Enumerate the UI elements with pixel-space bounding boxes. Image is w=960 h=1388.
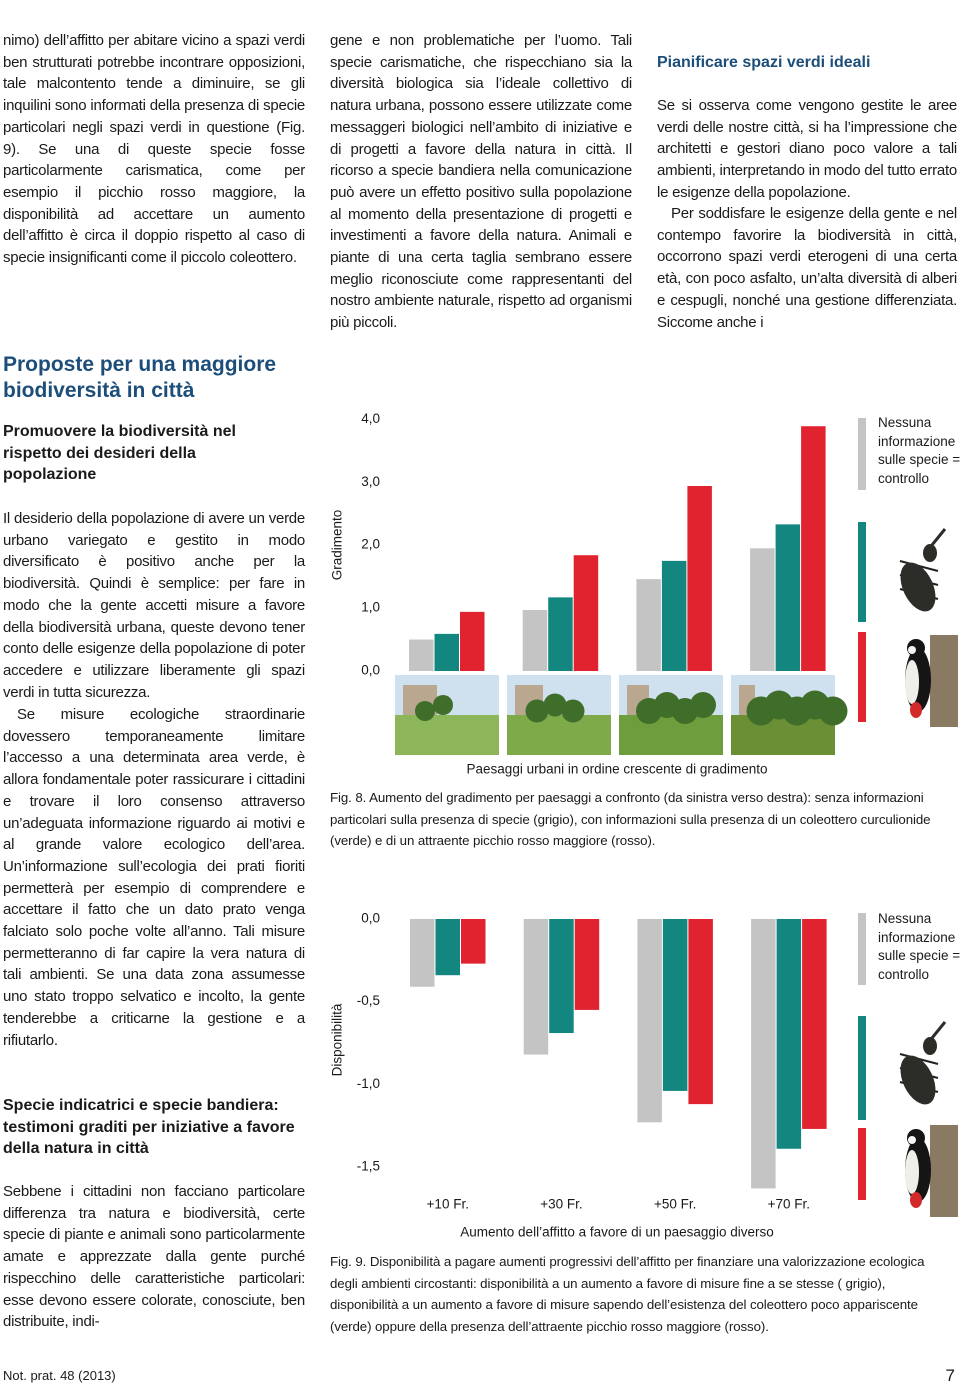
legend-swatch [858, 522, 866, 622]
bird-breast [905, 1150, 919, 1194]
legend-swatch [858, 1016, 866, 1120]
bar [661, 560, 687, 671]
weevil-body [900, 562, 936, 612]
landscape-photo [507, 675, 611, 755]
y-tick-label: 3,0 [361, 474, 380, 489]
bar [548, 597, 573, 671]
photo-tree [561, 699, 585, 723]
photo-grass [731, 715, 835, 755]
bar [801, 426, 826, 671]
woodpecker-icon [905, 635, 958, 727]
figure-caption: Fig. 8. Aumento del gradimento per paesa… [330, 790, 931, 848]
x-tick-label: +50 Fr. [654, 1197, 696, 1212]
photo-tree [818, 696, 848, 726]
photo-tree [525, 699, 549, 723]
x-tick-label: +30 Fr. [540, 1197, 582, 1212]
bar [637, 919, 662, 1123]
x-axis-label: Aumento dell’affitto a favore di un paes… [460, 1225, 773, 1240]
photo-grass [395, 715, 499, 755]
photo-tree [690, 692, 716, 718]
weevil-snout [930, 528, 947, 546]
weevil-head [923, 544, 937, 562]
footer-journal: Not. prat. 48 (2013) [3, 1368, 116, 1383]
y-tick-label: 0,0 [361, 663, 380, 678]
bird-vent [910, 702, 922, 718]
weevil-icon [899, 1021, 947, 1105]
page-number: 7 [945, 1366, 955, 1385]
bird-vent [910, 1192, 922, 1208]
paragraph: gene e non problematiche per l’uomo. Tal… [330, 32, 632, 332]
bar [460, 611, 485, 671]
bar [802, 919, 827, 1129]
bird-cheek [908, 646, 916, 654]
weevil-head [923, 1037, 937, 1055]
bird-cheek [908, 1136, 916, 1144]
y-tick-label: 4,0 [361, 411, 380, 426]
y-tick-label: -1,0 [357, 1076, 380, 1091]
photo-tree [543, 693, 567, 717]
bird-breast [905, 660, 919, 704]
paragraph: Il desiderio della popolazione di avere … [3, 510, 305, 701]
paragraph: Se misure ecologiche straordinarie doves… [3, 706, 305, 1049]
photo-tree [415, 701, 435, 721]
bar [522, 609, 548, 671]
photo-grass [619, 715, 723, 755]
section-heading: Pianificare spazi verdi ideali [657, 54, 871, 71]
woodpecker-icon [905, 1125, 958, 1217]
paragraph: Per soddisfare le esigenze della gente e… [657, 205, 957, 331]
bar [750, 548, 775, 671]
bar [751, 919, 776, 1189]
bar [410, 919, 435, 987]
bar [775, 524, 801, 671]
legend-swatch [858, 632, 866, 722]
bar [687, 485, 712, 671]
legend-swatch [858, 1128, 866, 1200]
bar [435, 919, 460, 976]
photo-grass [507, 715, 611, 755]
legend-swatch [858, 418, 866, 490]
bar [573, 555, 599, 671]
landscape-photo [619, 675, 723, 755]
landscape-photo [731, 675, 848, 755]
landscape-photo [395, 675, 499, 755]
legend-entry: Nessuna informazione sulle specie = cont… [878, 911, 960, 982]
photo-tree [433, 695, 453, 715]
paragraph: Sebbene i cittadini non facciano partico… [3, 1183, 305, 1331]
x-tick-label: +10 Fr. [427, 1197, 469, 1212]
bar [636, 579, 661, 671]
legend-entry: Nessuna informazione sulle specie = cont… [878, 415, 960, 486]
subheading: Promuovere la biodiversità nel rispetto … [3, 423, 236, 483]
bar [688, 919, 713, 1105]
tree-bark [930, 635, 958, 727]
weevil-body [900, 1055, 936, 1105]
y-tick-label: 2,0 [361, 537, 380, 552]
y-tick-label: -1,5 [357, 1159, 380, 1174]
weevil-snout [930, 1021, 947, 1039]
tree-bark [930, 1125, 958, 1217]
weevil-icon [899, 528, 947, 612]
bar [409, 639, 434, 671]
y-tick-label: -0,5 [357, 993, 380, 1008]
y-axis-label: Disponibilità [330, 1003, 345, 1076]
y-tick-label: 1,0 [361, 600, 380, 615]
bar [549, 919, 574, 1034]
bar [662, 919, 688, 1091]
paragraph: Se si osserva come vengono gestite le ar… [657, 97, 957, 201]
bar [461, 919, 486, 964]
bar [574, 919, 600, 1010]
y-axis-label: Gradimento [330, 510, 345, 581]
bar [523, 919, 549, 1055]
y-tick-label: 0,0 [361, 911, 380, 926]
x-tick-label: +70 Fr. [768, 1197, 810, 1212]
bar [776, 919, 802, 1149]
section-heading: Proposte per una maggiore biodiversità i… [3, 353, 277, 402]
legend-swatch [858, 913, 866, 985]
paragraph: nimo) dell’affitto per abitare vicino a … [3, 32, 305, 267]
bar [434, 633, 459, 671]
subheading: Specie indicatrici e specie bandiera: te… [3, 1097, 295, 1157]
x-axis-label: Paesaggi urbani in ordine crescente di g… [467, 762, 768, 777]
figure-caption: Fig. 9. Disponibilità a pagare aumenti p… [330, 1254, 925, 1334]
